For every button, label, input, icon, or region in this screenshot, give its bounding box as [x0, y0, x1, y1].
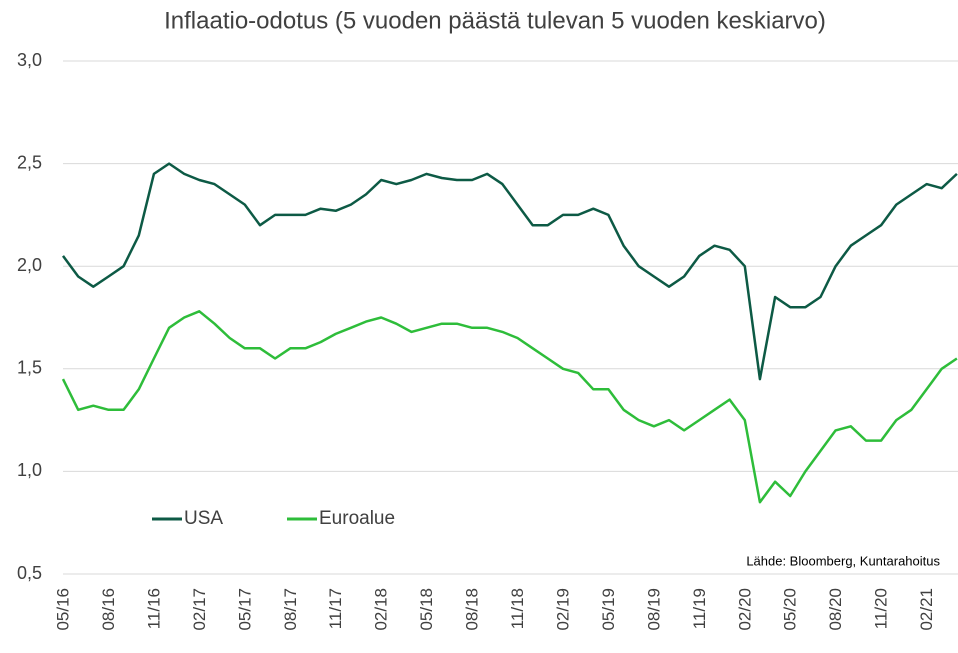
y-tick-label: 0,5: [17, 563, 42, 583]
y-tick-label: 1,5: [17, 358, 42, 378]
x-tick-label: 05/20: [781, 588, 800, 631]
y-tick-label: 2,5: [17, 152, 42, 172]
x-tick-label: 08/20: [826, 588, 845, 631]
x-tick-label: 02/18: [372, 588, 391, 631]
x-tick-label: 02/19: [553, 588, 572, 631]
x-tick-label: 11/20: [872, 588, 891, 629]
x-tick-label: 02/17: [190, 588, 209, 631]
line-series: [61, 162, 958, 381]
legend-label: Euroalue: [319, 508, 395, 529]
y-tick-label: 3,0: [17, 50, 42, 70]
x-tick-label: 08/19: [644, 588, 663, 631]
y-tick-label: 2,0: [17, 255, 42, 275]
x-tick-label: 05/19: [599, 588, 618, 631]
x-tick-label: 02/20: [735, 588, 754, 631]
x-tick-label: 11/16: [144, 588, 163, 629]
y-tick-label: 1,0: [17, 460, 42, 480]
x-tick-label: 08/17: [281, 588, 300, 631]
line-series: [61, 310, 958, 504]
source-note: Lähde: Bloomberg, Kuntarahoitus: [746, 553, 940, 568]
x-tick-label: 08/18: [463, 588, 482, 631]
x-tick-label: 05/17: [235, 588, 254, 631]
x-tick-label: 05/16: [54, 588, 73, 631]
x-tick-label: 11/17: [326, 588, 345, 629]
x-tick-label: 05/18: [417, 588, 436, 631]
x-tick-label: 11/18: [508, 588, 527, 629]
x-tick-label: 02/21: [917, 588, 936, 631]
legend-label: USA: [184, 508, 223, 529]
x-tick-label: 08/16: [99, 588, 118, 631]
x-tick-label: 11/19: [690, 588, 709, 629]
chart-title: Inflaatio-odotus (5 vuoden päästä tuleva…: [164, 7, 826, 34]
